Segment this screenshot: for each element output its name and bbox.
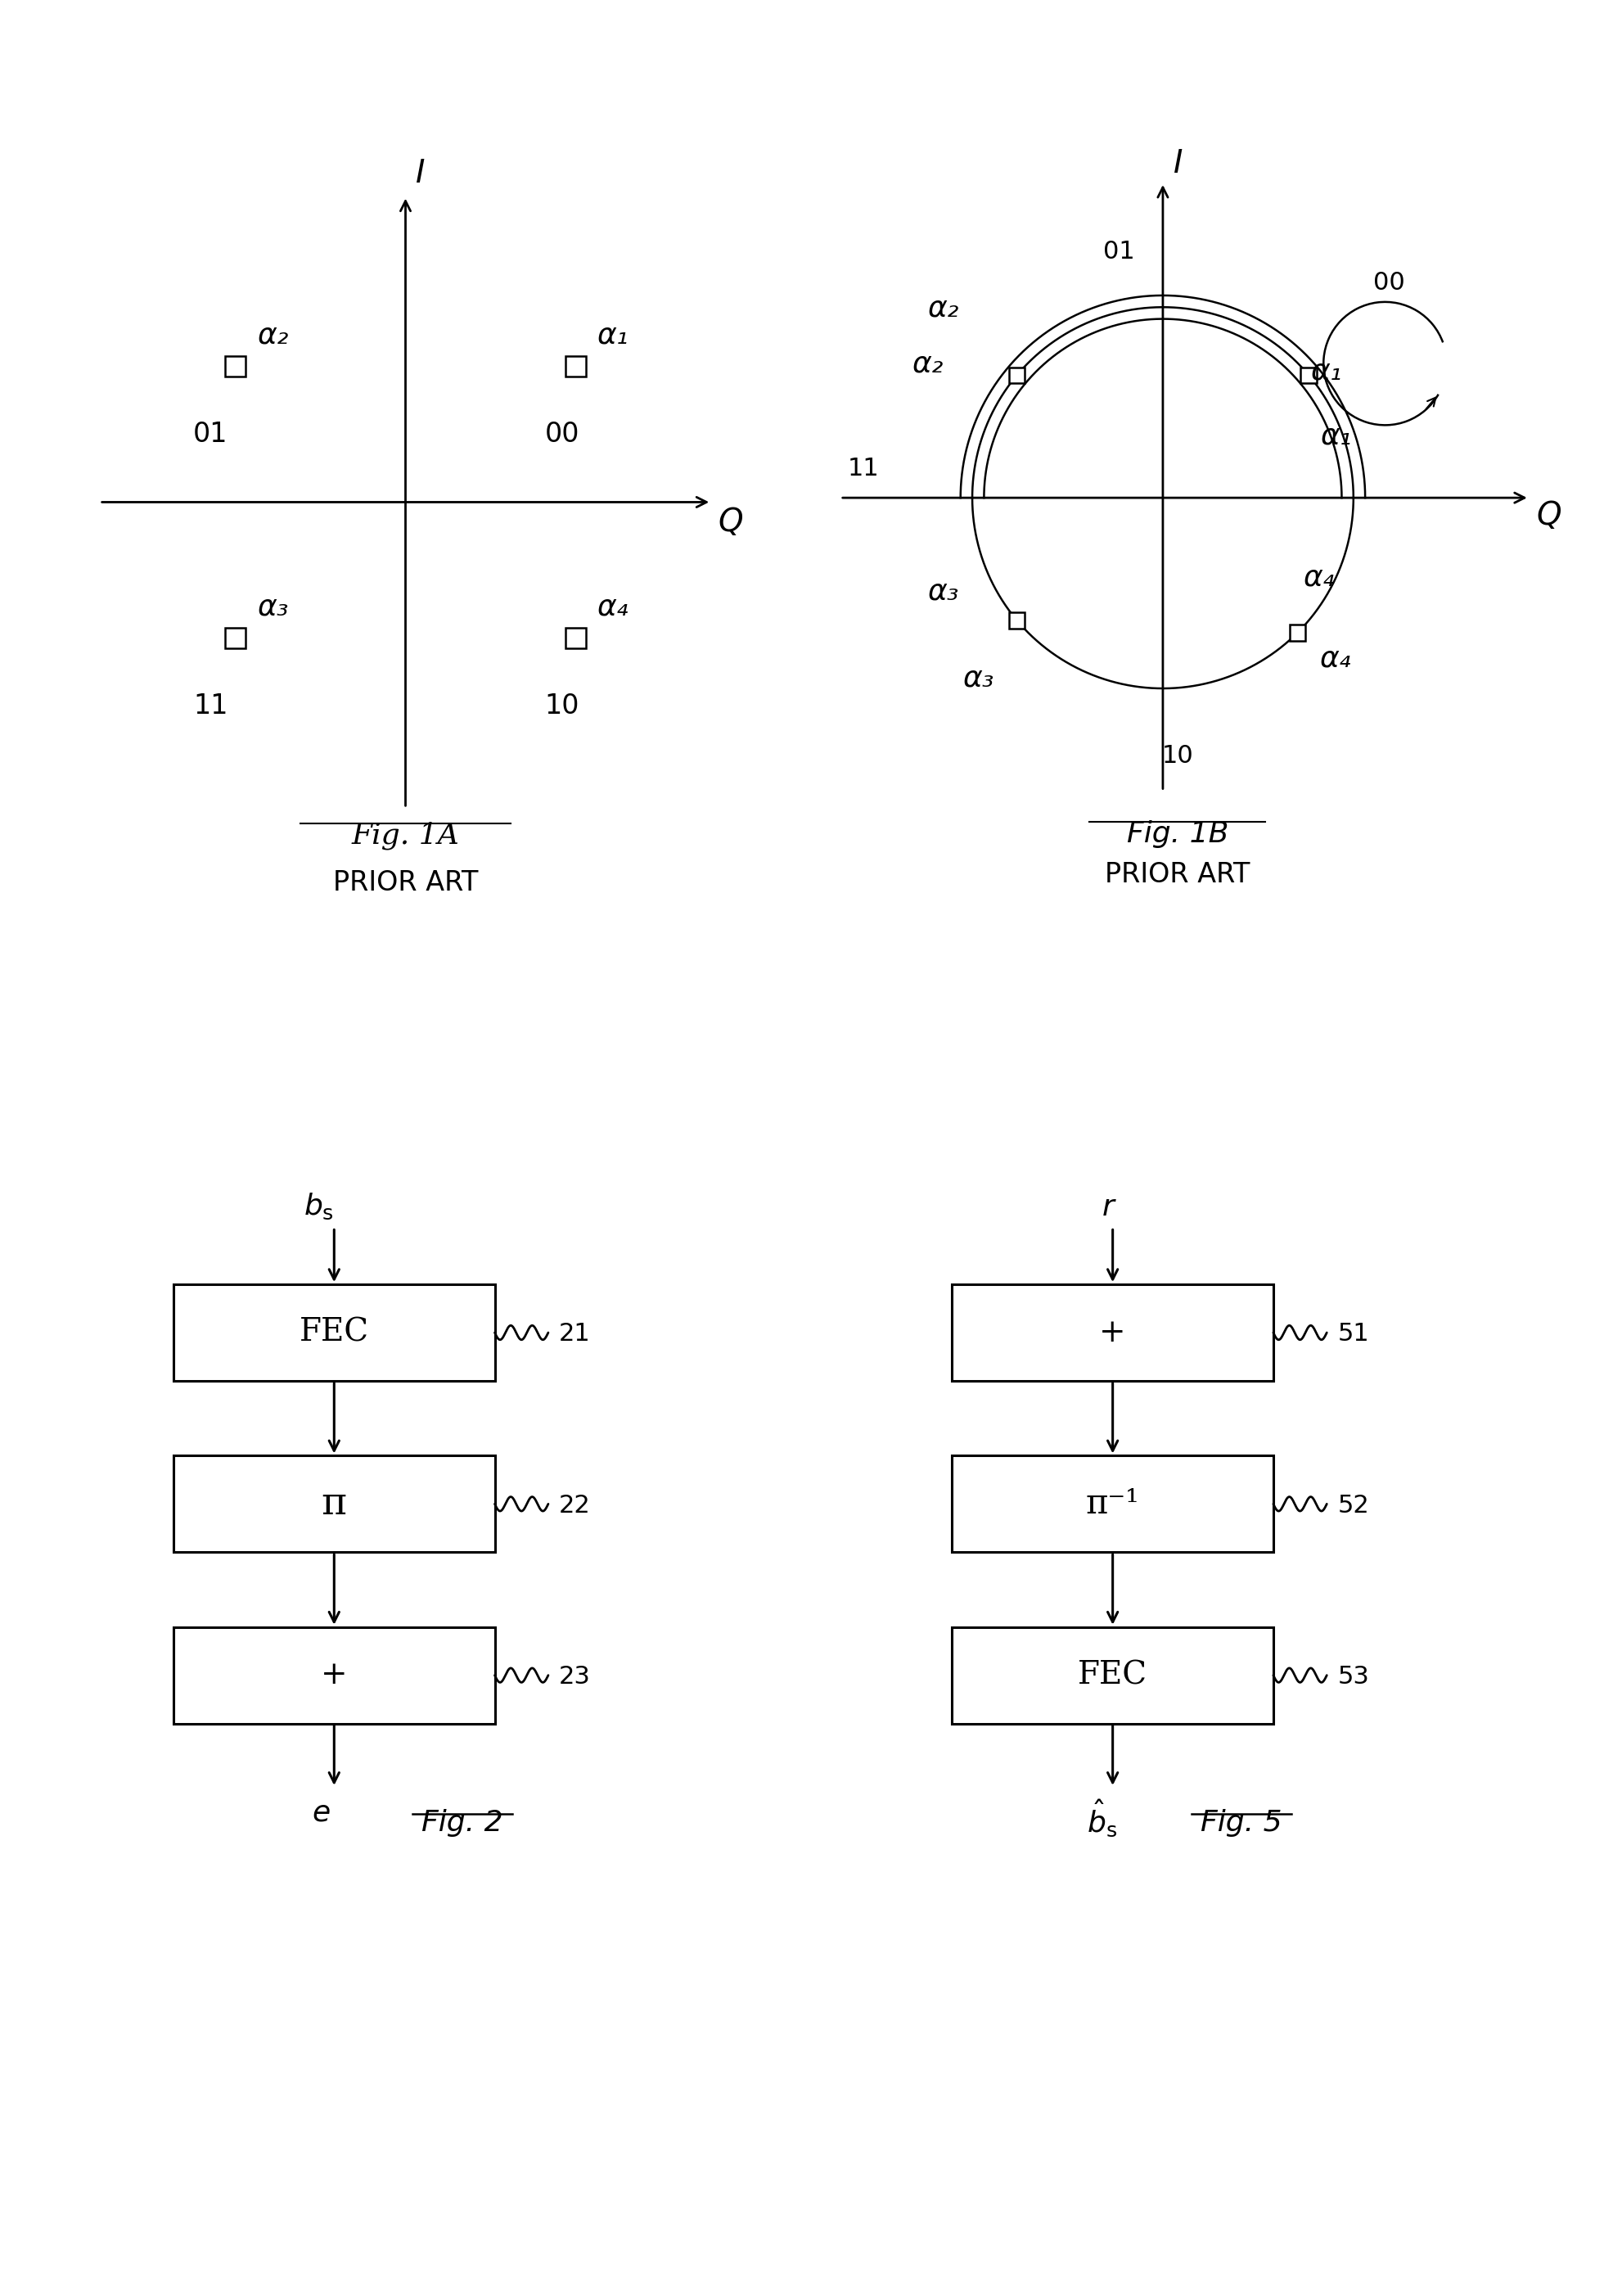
- Bar: [174, 1283, 495, 1380]
- Text: 52: 52: [1338, 1492, 1369, 1518]
- Text: 01: 01: [1103, 239, 1135, 264]
- Text: α₂: α₂: [928, 294, 959, 321]
- Text: Fig. 1A: Fig. 1A: [352, 822, 459, 850]
- Bar: [1009, 367, 1025, 383]
- Text: Fig. 2: Fig. 2: [422, 1809, 503, 1837]
- Text: 22: 22: [560, 1492, 590, 1518]
- Bar: [564, 627, 586, 647]
- Bar: [1009, 613, 1025, 629]
- Text: FEC: FEC: [300, 1318, 368, 1348]
- Text: 23: 23: [560, 1665, 590, 1688]
- Text: PRIOR ART: PRIOR ART: [1105, 861, 1251, 889]
- Bar: [225, 356, 247, 377]
- Text: I: I: [415, 158, 425, 188]
- Bar: [174, 1628, 495, 1724]
- Text: α₄: α₄: [1320, 645, 1351, 673]
- Bar: [1301, 367, 1317, 383]
- Text: Fig. 5: Fig. 5: [1200, 1809, 1281, 1837]
- Text: 11: 11: [848, 457, 879, 480]
- Text: Fig. 1B: Fig. 1B: [1127, 820, 1228, 847]
- Text: PRIOR ART: PRIOR ART: [333, 870, 478, 895]
- Text: 21: 21: [560, 1322, 590, 1345]
- Text: Q: Q: [1536, 501, 1562, 530]
- Bar: [1289, 625, 1306, 641]
- Bar: [952, 1456, 1273, 1552]
- Text: α₁: α₁: [1311, 358, 1341, 386]
- Bar: [564, 356, 586, 377]
- Text: α₄: α₄: [597, 592, 629, 622]
- Bar: [952, 1628, 1273, 1724]
- Text: α₂: α₂: [912, 349, 944, 377]
- Text: 53: 53: [1338, 1665, 1369, 1688]
- Text: 00: 00: [1374, 271, 1405, 294]
- Text: $b_{\mathrm{s}}$: $b_{\mathrm{s}}$: [303, 1192, 334, 1221]
- Text: FEC: FEC: [1079, 1660, 1147, 1690]
- Text: 01: 01: [193, 420, 227, 448]
- Text: 10: 10: [545, 693, 579, 719]
- Text: α₃: α₃: [928, 579, 959, 606]
- Bar: [952, 1283, 1273, 1380]
- Text: α₁: α₁: [1320, 422, 1353, 450]
- Bar: [225, 627, 247, 647]
- Text: 51: 51: [1338, 1322, 1369, 1345]
- Text: α₃: α₃: [963, 664, 994, 691]
- Text: α₄: α₄: [1304, 565, 1335, 592]
- Text: +: +: [1100, 1318, 1126, 1348]
- Text: I: I: [1173, 149, 1182, 179]
- Text: π⁻¹: π⁻¹: [1085, 1488, 1140, 1522]
- Bar: [174, 1456, 495, 1552]
- Text: $e$: $e$: [311, 1798, 331, 1825]
- Text: α₂: α₂: [258, 321, 289, 349]
- Text: $\hat{b}_{\mathrm{s}}$: $\hat{b}_{\mathrm{s}}$: [1087, 1798, 1118, 1839]
- Text: 10: 10: [1161, 744, 1194, 767]
- Text: α₁: α₁: [597, 321, 629, 349]
- Text: π: π: [321, 1486, 347, 1522]
- Text: +: +: [321, 1660, 347, 1690]
- Text: 11: 11: [193, 693, 227, 719]
- Text: 00: 00: [545, 420, 579, 448]
- Text: Q: Q: [719, 507, 743, 537]
- Text: α₃: α₃: [258, 592, 289, 622]
- Text: $r$: $r$: [1101, 1194, 1118, 1221]
